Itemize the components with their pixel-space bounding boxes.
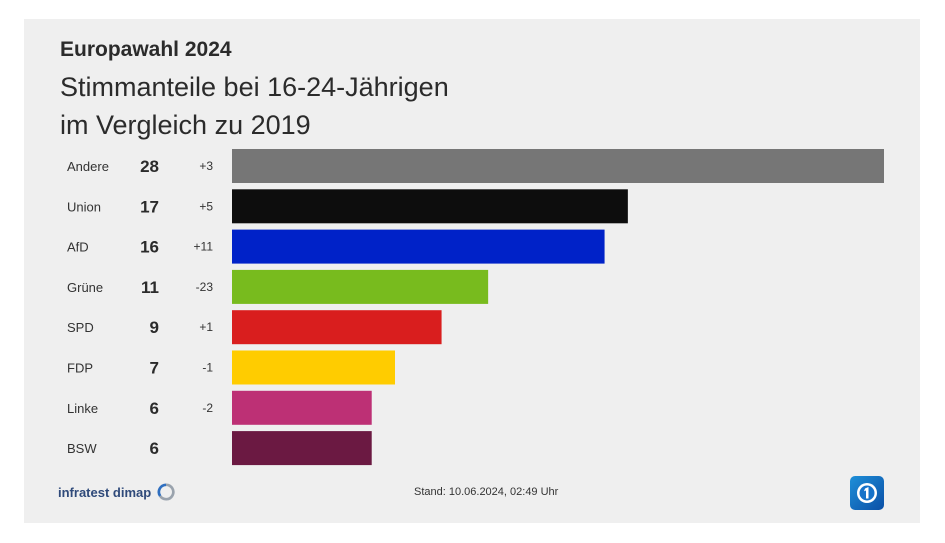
value-label-linke: 6 xyxy=(150,399,159,418)
chart-subtitle-line2: im Vergleich zu 2019 xyxy=(60,110,311,140)
infratest-dimap-logo-icon xyxy=(157,483,175,501)
tagesschau-logo-icon xyxy=(850,476,884,510)
bar-union xyxy=(232,189,628,224)
bar-fdp xyxy=(232,350,395,385)
party-label-spd: SPD xyxy=(67,320,94,335)
change-label-spd: +1 xyxy=(199,320,213,334)
chart-subtitle-line1: Stimmanteile bei 16-24-Jährigen xyxy=(60,72,449,102)
party-label-bsw: BSW xyxy=(67,441,97,456)
change-label-afd: +11 xyxy=(194,240,214,254)
value-label-afd: 16 xyxy=(140,238,159,257)
change-label-linke: -2 xyxy=(202,401,213,415)
party-label-union: Union xyxy=(67,199,101,214)
change-label-andere: +3 xyxy=(199,159,213,173)
party-label-afd: AfD xyxy=(67,240,89,255)
value-label-spd: 9 xyxy=(150,318,159,337)
change-label-grüne: -23 xyxy=(196,280,214,294)
party-label-andere: Andere xyxy=(67,159,109,174)
party-label-grüne: Grüne xyxy=(67,280,103,295)
value-label-union: 17 xyxy=(140,197,159,216)
bar-andere xyxy=(232,149,884,183)
ard-one-icon xyxy=(857,483,877,503)
bar-grüne xyxy=(232,269,489,304)
source-credit: infratest dimap xyxy=(58,483,175,501)
value-label-fdp: 7 xyxy=(150,359,159,378)
chart-headline: Europawahl 2024 xyxy=(60,38,232,61)
bar-afd xyxy=(232,229,605,264)
source-label: infratest dimap xyxy=(58,484,152,500)
bar-spd xyxy=(232,310,442,345)
party-label-linke: Linke xyxy=(67,401,98,416)
party-label-fdp: FDP xyxy=(67,361,93,376)
timestamp: Stand: 10.06.2024, 02:49 Uhr xyxy=(414,486,559,498)
bar-linke xyxy=(232,390,372,425)
bar-bsw xyxy=(232,431,372,466)
change-label-fdp: -1 xyxy=(202,361,213,375)
change-label-union: +5 xyxy=(199,199,213,213)
value-label-grüne: 11 xyxy=(141,278,159,297)
value-label-andere: 28 xyxy=(140,157,159,176)
value-label-bsw: 6 xyxy=(150,439,159,458)
